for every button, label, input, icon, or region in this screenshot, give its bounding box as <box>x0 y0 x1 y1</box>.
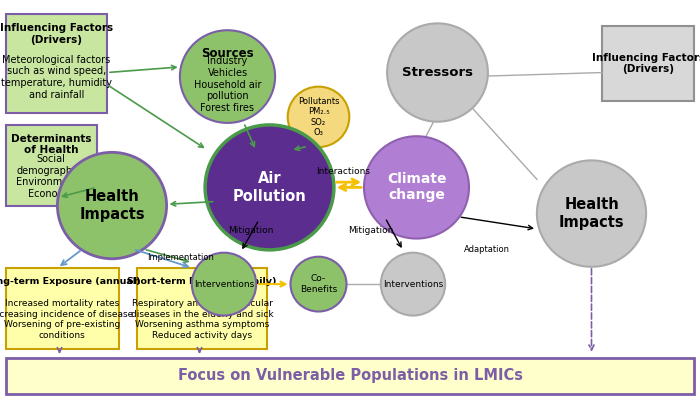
Text: Respiratory and cardiovascular
diseases in the elderly and sick
Worsening asthma: Respiratory and cardiovascular diseases … <box>131 299 273 340</box>
FancyArrowPatch shape <box>461 217 533 230</box>
Ellipse shape <box>57 152 167 259</box>
Text: Industry
Vehicles
Household air
pollution
Forest fires: Industry Vehicles Household air pollutio… <box>194 56 261 113</box>
Ellipse shape <box>387 23 488 122</box>
FancyArrowPatch shape <box>57 347 62 352</box>
Ellipse shape <box>192 253 256 316</box>
Text: Short-term Exposure (daily): Short-term Exposure (daily) <box>127 277 276 286</box>
FancyArrowPatch shape <box>337 179 358 185</box>
Text: Mitigation: Mitigation <box>228 226 273 235</box>
Text: Interactions: Interactions <box>316 167 370 176</box>
Text: Stressors: Stressors <box>402 66 473 79</box>
FancyArrowPatch shape <box>136 250 188 268</box>
FancyArrowPatch shape <box>245 125 255 146</box>
Text: Meteorological factors
such as wind speed,
temperature, humidity
and rainfall: Meteorological factors such as wind spee… <box>1 55 112 100</box>
FancyArrowPatch shape <box>386 220 401 247</box>
FancyArrowPatch shape <box>197 347 202 352</box>
Text: Influencing Factors
(Drivers): Influencing Factors (Drivers) <box>0 23 113 45</box>
Text: Long-term Exposure (annual): Long-term Exposure (annual) <box>0 277 141 286</box>
FancyBboxPatch shape <box>6 358 694 394</box>
FancyBboxPatch shape <box>6 268 119 349</box>
Text: Social
demographics
Environmental
Economic: Social demographics Environmental Econom… <box>15 154 87 199</box>
Text: Increased mortality rates
Increasing incidence of disease
Worsening of pre-exist: Increased mortality rates Increasing inc… <box>0 299 134 340</box>
FancyArrowPatch shape <box>243 222 258 248</box>
Text: Determinants
of Health: Determinants of Health <box>11 134 91 156</box>
FancyArrowPatch shape <box>146 250 188 262</box>
Text: Climate
change: Climate change <box>386 172 447 202</box>
FancyArrowPatch shape <box>340 184 361 191</box>
Ellipse shape <box>364 136 469 239</box>
FancyBboxPatch shape <box>137 268 267 349</box>
FancyArrowPatch shape <box>62 188 94 197</box>
FancyArrowPatch shape <box>109 86 203 147</box>
Text: Focus on Vulnerable Populations in LMICs: Focus on Vulnerable Populations in LMICs <box>178 368 522 384</box>
Text: Implementation: Implementation <box>147 253 214 262</box>
FancyArrowPatch shape <box>110 65 176 72</box>
FancyBboxPatch shape <box>6 14 107 113</box>
Ellipse shape <box>290 257 346 312</box>
FancyArrowPatch shape <box>295 146 305 150</box>
Text: Health
Impacts: Health Impacts <box>559 197 624 230</box>
FancyBboxPatch shape <box>602 26 694 101</box>
Ellipse shape <box>381 253 445 316</box>
Ellipse shape <box>205 125 334 250</box>
Ellipse shape <box>180 30 275 123</box>
Text: Interventions: Interventions <box>194 280 254 289</box>
Text: Mitigation: Mitigation <box>349 226 393 235</box>
Text: Co-
Benefits: Co- Benefits <box>300 274 337 294</box>
Text: Influencing Factors
(Drivers): Influencing Factors (Drivers) <box>592 53 700 74</box>
FancyArrowPatch shape <box>172 202 213 206</box>
Text: Pollutants
PM₂.₅
SO₂
O₃: Pollutants PM₂.₅ SO₂ O₃ <box>298 97 340 137</box>
Text: Sources: Sources <box>201 47 254 60</box>
Text: Adaptation: Adaptation <box>463 245 510 254</box>
Text: Health
Impacts: Health Impacts <box>79 189 145 222</box>
FancyArrowPatch shape <box>61 251 80 265</box>
Text: Air
Pollution: Air Pollution <box>232 171 307 204</box>
Ellipse shape <box>537 160 646 267</box>
Text: Interventions: Interventions <box>383 280 443 289</box>
FancyBboxPatch shape <box>6 125 97 206</box>
Ellipse shape <box>288 87 349 147</box>
FancyArrowPatch shape <box>259 282 286 287</box>
FancyArrowPatch shape <box>589 269 594 350</box>
